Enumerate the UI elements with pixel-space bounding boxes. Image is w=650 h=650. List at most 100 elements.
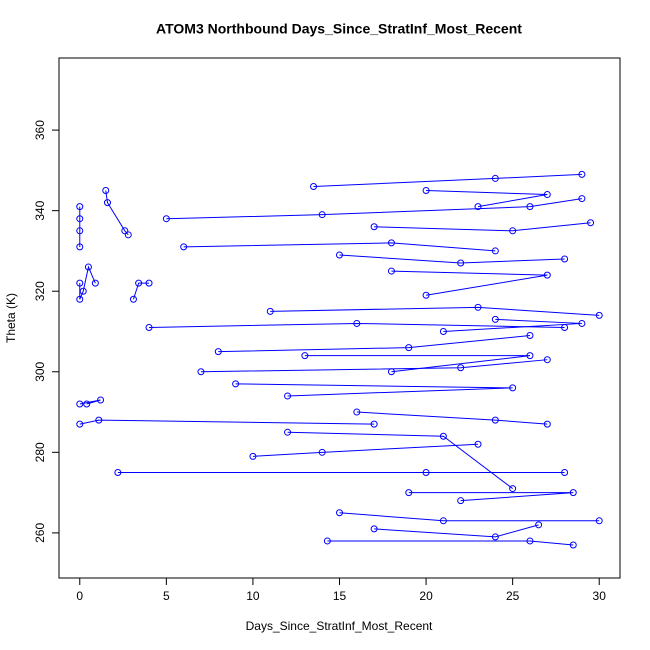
- data-point: [76, 243, 84, 251]
- data-line: [218, 335, 531, 353]
- data-point: [439, 327, 447, 335]
- y-tick-label: 300: [33, 361, 47, 381]
- data-point: [79, 287, 87, 295]
- data-line: [270, 306, 600, 316]
- x-tick-label: 5: [163, 589, 170, 603]
- x-tick-label: 20: [419, 589, 433, 603]
- data-point: [97, 396, 105, 404]
- data-point: [474, 440, 482, 448]
- data-point: [561, 323, 569, 331]
- data-point: [535, 521, 543, 529]
- data-point: [578, 195, 586, 203]
- y-tick-label: 260: [33, 523, 47, 543]
- data-point: [491, 174, 499, 182]
- data-point: [543, 356, 551, 364]
- x-axis-label: Days_Since_StratInf_Most_Recent: [246, 619, 433, 633]
- data-point: [102, 187, 110, 195]
- data-point: [422, 468, 430, 476]
- y-tick-label: 360: [33, 120, 47, 140]
- data-point: [336, 509, 343, 517]
- data-point: [121, 227, 129, 235]
- data-point: [457, 497, 465, 505]
- data-point: [76, 227, 84, 235]
- y-tick-label: 280: [33, 442, 47, 462]
- data-point: [457, 364, 465, 372]
- data-point: [491, 315, 499, 323]
- data-point: [595, 517, 603, 525]
- data-point: [387, 239, 395, 247]
- data-point: [370, 525, 378, 533]
- x-tick-label: 25: [506, 589, 520, 603]
- x-tick-label: 15: [333, 589, 347, 603]
- y-axis-label: Theta (K): [4, 293, 18, 343]
- data-point: [526, 537, 534, 545]
- data-point: [578, 319, 586, 327]
- data-point: [103, 199, 111, 207]
- data-line: [327, 540, 574, 546]
- data-line: [79, 419, 375, 425]
- data-point: [318, 448, 326, 456]
- data-line: [356, 411, 548, 425]
- data-line: [235, 383, 513, 397]
- data-point: [457, 259, 465, 267]
- data-point: [561, 468, 569, 476]
- data-line: [287, 431, 513, 489]
- data-point: [76, 215, 84, 223]
- data-point: [526, 332, 534, 340]
- data-point: [439, 432, 447, 440]
- data-point: [232, 380, 240, 388]
- data-point: [83, 400, 91, 408]
- data-point: [526, 352, 534, 360]
- data-point: [422, 187, 430, 195]
- data-point: [84, 263, 92, 271]
- x-tick-label: 0: [76, 589, 83, 603]
- data-point: [387, 267, 395, 275]
- data-point: [323, 537, 331, 545]
- data-point: [543, 271, 551, 279]
- data-point: [180, 243, 188, 251]
- data-point: [491, 247, 499, 255]
- data-point: [509, 227, 517, 235]
- data-line: [426, 190, 548, 208]
- data-point: [76, 203, 84, 211]
- x-tick-label: 10: [246, 589, 260, 603]
- data-point: [587, 219, 595, 227]
- data-point: [95, 416, 103, 424]
- data-point: [509, 384, 517, 392]
- data-line: [79, 399, 101, 405]
- data-point: [569, 541, 577, 549]
- data-point: [135, 279, 143, 287]
- data-line: [166, 198, 582, 220]
- data-point: [474, 303, 482, 311]
- data-line: [374, 524, 539, 538]
- data-point: [129, 295, 137, 303]
- x-tick-label: 30: [593, 589, 607, 603]
- data-point: [162, 215, 170, 223]
- data-point: [76, 400, 84, 408]
- data-line: [408, 492, 574, 502]
- data-point: [266, 307, 274, 315]
- data-line: [149, 322, 565, 328]
- data-line: [339, 512, 600, 522]
- data-point: [405, 489, 413, 497]
- data-point: [214, 348, 222, 356]
- data-line: [313, 173, 582, 187]
- data-line: [200, 359, 548, 373]
- data-point: [491, 533, 499, 541]
- data-line: [183, 242, 496, 252]
- data-line: [79, 265, 96, 300]
- data-point: [474, 203, 482, 211]
- data-point: [284, 392, 292, 400]
- y-tick-label: 320: [33, 281, 47, 301]
- data-point: [569, 489, 577, 497]
- data-line: [339, 254, 565, 264]
- data-line: [374, 222, 591, 232]
- data-point: [578, 170, 586, 178]
- data-point: [370, 223, 378, 231]
- data-point: [318, 211, 326, 219]
- data-point: [422, 291, 430, 299]
- data-line: [304, 355, 531, 373]
- y-tick-label: 340: [33, 200, 47, 220]
- data-point: [114, 468, 122, 476]
